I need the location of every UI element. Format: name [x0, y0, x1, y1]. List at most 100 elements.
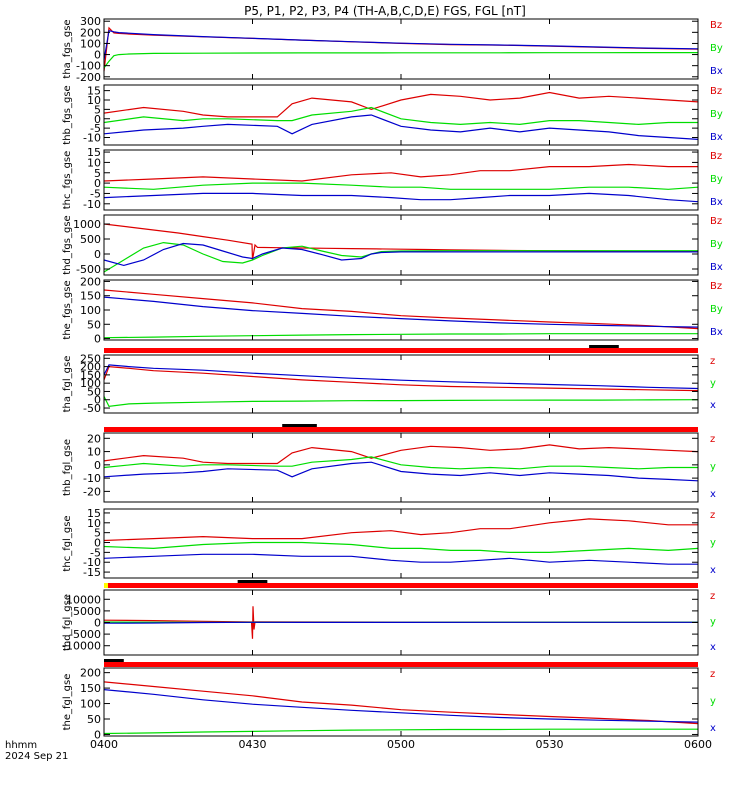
x-tick-label: 0600 [684, 738, 712, 751]
panel-ylabel: thd_fgl_gse [62, 594, 73, 651]
series-line-by-2 [104, 108, 698, 125]
y-tick-label: 200 [80, 667, 101, 680]
series-line-bz-1 [104, 28, 698, 71]
series-line-x-8 [104, 554, 698, 564]
y-tick-label: 0 [94, 459, 101, 472]
y-tick-label: 50 [87, 318, 101, 331]
series-line-z-8 [104, 519, 698, 541]
legend-entry: y [710, 462, 716, 473]
y-tick-label: 150 [80, 682, 101, 695]
legend-entry: z [710, 591, 715, 602]
legend-entry: x [710, 642, 716, 653]
legend-entry: z [710, 434, 715, 445]
legend-entry: By [710, 109, 723, 120]
x-tick-label: 0500 [387, 738, 415, 751]
panel-ylabel: the_fgl_gse [62, 674, 73, 731]
flag-bar-black [282, 424, 317, 427]
legend-entry: Bz [710, 281, 722, 292]
y-tick-label: 0 [94, 248, 101, 261]
series-line-by-4 [104, 243, 698, 272]
plot-title: P5, P1, P2, P3, P4 (TH-A,B,C,D,E) FGS, F… [244, 4, 526, 18]
legend-entry: x [710, 565, 716, 576]
date-label: 2024 Sep 21 [5, 751, 68, 762]
legend-entry: By [710, 304, 723, 315]
panel-frame-3 [104, 150, 698, 210]
flag-bar-black [238, 580, 268, 583]
y-tick-label: 100 [80, 698, 101, 711]
legend-entry: Bx [710, 197, 723, 208]
y-tick-label: 200 [80, 275, 101, 288]
legend-entry: Bz [710, 20, 722, 31]
x-tick-label: 0430 [239, 738, 267, 751]
series-line-y-8 [104, 543, 698, 553]
y-tick-label: -10 [83, 132, 101, 145]
legend-entry: Bx [710, 66, 723, 77]
legend-entry: Bz [710, 151, 722, 162]
legend-entry: Bz [710, 216, 722, 227]
legend-entry: z [710, 356, 715, 367]
series-line-bz-3 [104, 165, 698, 182]
legend-entry: Bx [710, 262, 723, 273]
panel-ylabel: thc_fgl_gse [62, 515, 73, 571]
y-tick-label: -200 [76, 71, 101, 84]
legend-entry: y [710, 378, 716, 389]
y-tick-label: 0 [94, 333, 101, 346]
panel-frame-2 [104, 85, 698, 145]
legend-entry: Bx [710, 327, 723, 338]
panel-frame-4 [104, 215, 698, 275]
flag-bar-red [104, 662, 698, 667]
legend-entry: Bx [710, 132, 723, 143]
legend-entry: y [710, 617, 716, 628]
panel-ylabel: tha_fgs_gse [62, 19, 73, 78]
flag-bar-black [104, 659, 124, 662]
series-line-by-3 [104, 183, 698, 189]
series-line-z-10 [104, 682, 698, 724]
y-tick-label: 10 [87, 446, 101, 459]
x-tick-label: 0400 [90, 738, 118, 751]
series-line-bz-4 [104, 224, 698, 260]
y-tick-label: 150 [80, 290, 101, 303]
panel-frame-5 [104, 280, 698, 340]
legend-entry: x [710, 489, 716, 500]
legend-entry: x [710, 723, 716, 734]
series-line-bz-5 [104, 290, 698, 329]
series-line-by-1 [104, 53, 698, 68]
series-line-y-6 [104, 396, 698, 406]
legend-entry: By [710, 43, 723, 54]
y-tick-label: -50 [83, 402, 101, 415]
series-line-z-7 [104, 445, 698, 464]
flag-bar-black [589, 345, 619, 348]
flag-bar-yellow [104, 583, 108, 588]
y-tick-label: -15 [83, 566, 101, 579]
time-axis-label: hhmm [5, 740, 37, 751]
panel-frame-10 [104, 668, 698, 736]
y-tick-label: -10 [83, 472, 101, 485]
x-tick-label: 0530 [536, 738, 564, 751]
panel-ylabel: thb_fgl_gse [62, 439, 73, 496]
flag-bar-red [104, 348, 698, 353]
series-line-y-7 [104, 457, 698, 469]
panel-ylabel: tha_fgl_gse [62, 356, 73, 413]
flag-bar-red [104, 583, 698, 588]
series-line-bx-5 [104, 297, 698, 327]
y-tick-label: 20 [87, 432, 101, 445]
y-tick-label: 500 [80, 233, 101, 246]
legend-entry: By [710, 239, 723, 250]
series-line-bz-2 [104, 93, 698, 117]
legend-entry: z [710, 510, 715, 521]
legend-entry: By [710, 174, 723, 185]
panel-ylabel: the_fgs_gse [62, 280, 73, 339]
panel-frame-6 [104, 355, 698, 413]
